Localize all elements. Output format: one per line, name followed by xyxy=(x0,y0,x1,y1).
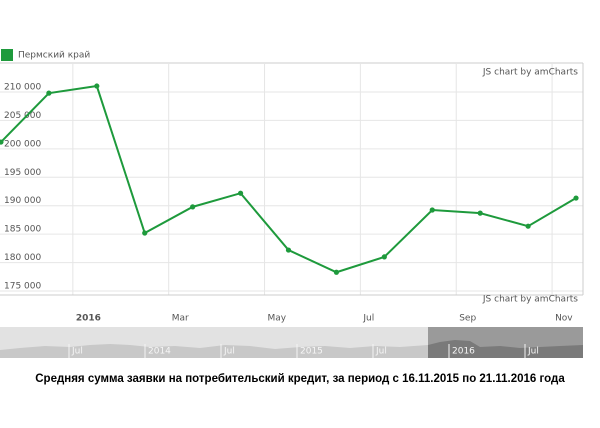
point xyxy=(429,207,435,213)
scrollbar-label: 2016 xyxy=(452,347,475,357)
point xyxy=(525,223,531,229)
x-tick-label: Nov xyxy=(555,314,573,324)
y-tick-label: 210 000 xyxy=(4,83,41,93)
x-tick-label: 2016 xyxy=(76,314,101,324)
scrollbar[interactable] xyxy=(0,327,583,358)
point xyxy=(333,269,340,275)
series xyxy=(0,83,579,275)
credit: JS chart by amCharts xyxy=(482,68,578,78)
point xyxy=(477,210,483,216)
y-tick-label: 200 000 xyxy=(4,139,41,149)
point xyxy=(237,190,244,196)
legend-swatch xyxy=(1,49,13,61)
scrollbar-graph xyxy=(0,344,428,358)
scrollbar-graph xyxy=(428,340,583,358)
x-tick-label: Jul xyxy=(362,314,374,324)
point xyxy=(285,247,292,253)
point xyxy=(94,83,100,89)
scrollbar-label: 2014 xyxy=(148,347,171,357)
scrollbar-label: Jul xyxy=(375,347,387,357)
y-tick-label: 205 000 xyxy=(4,111,41,121)
point xyxy=(190,204,196,210)
scrollbar-label: Jul xyxy=(223,347,235,357)
point xyxy=(142,230,148,236)
scrollbar-label: Jul xyxy=(71,347,83,357)
scrollbar-label: Jul xyxy=(527,347,539,357)
x-tick-label: Sep xyxy=(459,314,476,324)
y-tick-label: 175 000 xyxy=(4,282,41,292)
point xyxy=(0,139,4,145)
y-tick-label: 180 000 xyxy=(4,253,41,263)
chart-title: Средняя сумма заявки на потребительский … xyxy=(35,373,565,385)
credit: JS chart by amCharts xyxy=(482,295,578,305)
point xyxy=(46,90,52,96)
y-tick-label: 195 000 xyxy=(4,168,41,178)
point xyxy=(573,195,579,201)
grid xyxy=(0,63,583,295)
scrollbar-label: 2015 xyxy=(300,347,323,357)
x-tick-label: Mar xyxy=(172,314,189,324)
legend-label: Пермский край xyxy=(18,51,90,61)
x-tick-label: May xyxy=(268,314,287,324)
y-tick-label: 190 000 xyxy=(4,196,41,206)
point xyxy=(381,254,387,260)
y-tick-label: 185 000 xyxy=(4,225,41,235)
